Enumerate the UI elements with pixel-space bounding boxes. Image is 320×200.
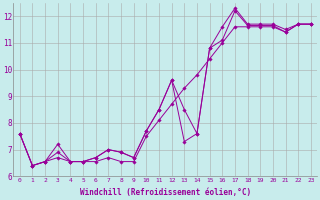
X-axis label: Windchill (Refroidissement éolien,°C): Windchill (Refroidissement éolien,°C) (80, 188, 251, 197)
